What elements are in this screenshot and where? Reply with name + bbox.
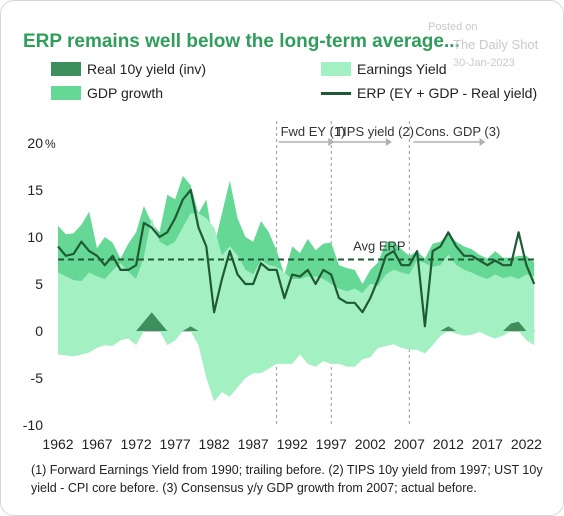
annotation-tips-yield-arrowhead	[385, 138, 392, 146]
x-tick-label: 2017	[472, 436, 503, 452]
chart-annotations: Fwd EY (1)TIPS yield (2) Cons. GDP (3) Avg…	[278, 124, 500, 254]
y-tick-label: 10	[27, 229, 43, 245]
y-tick-label: 0	[35, 323, 43, 339]
legend-label-earnings-yield: Earnings Yield	[357, 61, 447, 77]
annotation-fwd-ey-arrowhead	[328, 138, 335, 146]
legend-item-erp: ERP (EY + GDP - Real yield)	[321, 85, 537, 101]
legend-swatch-erp	[321, 91, 351, 95]
legend-label-erp: ERP (EY + GDP - Real yield)	[357, 85, 538, 101]
area-real-yield-negative	[58, 331, 535, 402]
legend-swatch-real-yield	[51, 62, 81, 76]
annotation-tips-yield: TIPS yield (2)	[335, 124, 414, 139]
x-tick-label: 1992	[277, 436, 308, 452]
y-tick-label: 5	[35, 276, 43, 292]
y-tick-label: -10	[23, 417, 43, 433]
watermark-posted-on: Posted on	[428, 21, 478, 33]
chart-lines	[57, 188, 536, 328]
x-tick-label: 1972	[120, 436, 151, 452]
x-tick-label: 1967	[81, 436, 112, 452]
x-tick-label: 2002	[355, 436, 386, 452]
chart-areas	[58, 175, 535, 402]
x-tick-label: 1977	[160, 436, 191, 452]
legend-label-real-yield: Real 10y yield (inv)	[87, 61, 207, 77]
x-tick-label: 1962	[42, 436, 73, 452]
annotation-cons-gdp-arrowhead	[479, 138, 486, 146]
annotation-fwd-ey: Fwd EY (1)	[281, 124, 346, 139]
y-unit-label: %	[45, 137, 56, 151]
watermark-date: 30-Jan-2023	[453, 57, 515, 69]
x-tick-label: 2012	[433, 436, 464, 452]
chart-footnote: (1) Forward Earnings Yield from 1990; tr…	[31, 463, 543, 495]
chart-plot: -10 -5 0 5 10 15 20 % 1962 1967 1972 1977 1982 1987 19…	[23, 121, 542, 452]
area-earnings-yield	[58, 213, 535, 331]
y-tick-label: 15	[27, 182, 43, 198]
x-tick-label: 2022	[511, 436, 542, 452]
annotation-cons-gdp: Cons. GDP (3)	[415, 124, 500, 139]
annotation-avg-erp: Avg ERP	[353, 239, 406, 254]
area-gdp-growth	[58, 175, 535, 294]
watermark-source: The Daily Shot	[453, 37, 539, 52]
x-tick-label: 1997	[316, 436, 347, 452]
x-tick-label: 2007	[394, 436, 425, 452]
y-tick-label: -5	[31, 370, 44, 386]
x-tick-label: 1982	[199, 436, 230, 452]
series-line-erp	[57, 188, 536, 328]
legend-swatch-gdp-growth	[51, 86, 81, 100]
legend-item-real-yield: Real 10y yield (inv)	[51, 61, 206, 77]
legend-swatch-earnings-yield	[321, 62, 351, 76]
chart-tick-labels: -10 -5 0 5 10 15 20 % 1962 1967 1972 1977 1982 1987 19…	[23, 135, 542, 452]
area-real-yield-positive	[58, 312, 535, 331]
legend-label-gdp-growth: GDP growth	[87, 85, 163, 101]
legend-item-earnings-yield: Earnings Yield	[321, 61, 447, 77]
chart-title: ERP remains well below the long-term ave…	[23, 31, 460, 52]
legend-item-gdp-growth: GDP growth	[51, 85, 163, 101]
y-tick-label: 20	[27, 135, 43, 151]
x-tick-label: 1987	[238, 436, 269, 452]
